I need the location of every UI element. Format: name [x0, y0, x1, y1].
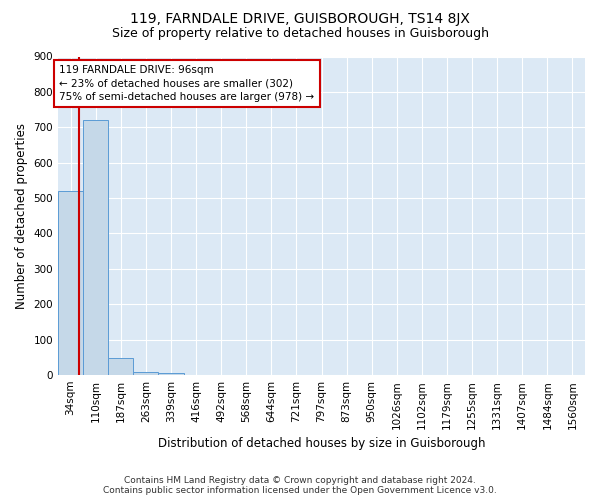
Y-axis label: Number of detached properties: Number of detached properties	[15, 123, 28, 309]
Bar	[108, 358, 133, 375]
Text: Contains HM Land Registry data © Crown copyright and database right 2024.
Contai: Contains HM Land Registry data © Crown c…	[103, 476, 497, 495]
Text: 119, FARNDALE DRIVE, GUISBOROUGH, TS14 8JX: 119, FARNDALE DRIVE, GUISBOROUGH, TS14 8…	[130, 12, 470, 26]
Bar	[133, 372, 158, 375]
Bar	[83, 120, 108, 375]
Text: Size of property relative to detached houses in Guisborough: Size of property relative to detached ho…	[112, 28, 488, 40]
Text: 119 FARNDALE DRIVE: 96sqm
← 23% of detached houses are smaller (302)
75% of semi: 119 FARNDALE DRIVE: 96sqm ← 23% of detac…	[59, 66, 314, 102]
X-axis label: Distribution of detached houses by size in Guisborough: Distribution of detached houses by size …	[158, 437, 485, 450]
Bar	[58, 191, 83, 375]
Bar	[158, 374, 184, 375]
